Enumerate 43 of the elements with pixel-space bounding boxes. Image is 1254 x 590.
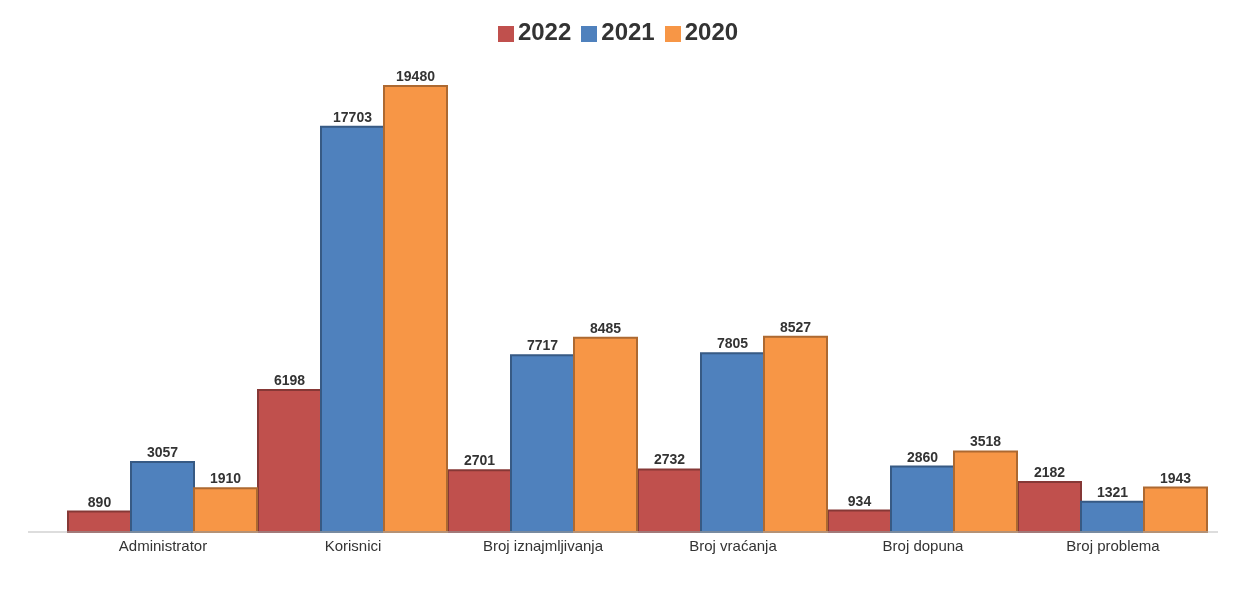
data-label: 3057 [146,444,179,461]
bar [447,469,512,533]
bar [193,487,258,533]
bar [1080,500,1145,533]
data-label: 7805 [716,335,749,352]
data-label: 8527 [779,318,812,335]
data-label: 1321 [1096,483,1129,500]
data-label: 6198 [273,372,306,389]
data-label: 2182 [1033,464,1066,481]
bar [130,461,195,533]
data-label: 1943 [1159,469,1192,486]
bar [953,450,1018,533]
bar [700,352,765,533]
bar [257,389,322,533]
x-tick-label: Broj vraćanja [689,536,778,554]
legend-label: 2022 [517,18,572,45]
data-label: 7717 [526,337,559,354]
bar [637,468,702,533]
bar [573,336,638,533]
data-label: 1910 [209,470,242,487]
data-label: 890 [87,493,112,510]
legend-label: 2020 [684,18,739,45]
bar [320,125,385,533]
data-label: 8485 [589,319,622,336]
data-label: 934 [847,492,872,509]
bar [1017,481,1082,533]
legend-label: 2021 [601,18,655,45]
bar [383,85,448,533]
bar [1143,486,1208,533]
x-tick-label: Broj problema [1066,536,1161,554]
bar [510,354,575,533]
data-label: 2701 [463,452,496,469]
bar [763,335,828,533]
bar [890,465,955,533]
data-label: 17703 [333,108,373,125]
data-label: 3518 [969,433,1002,450]
data-label: 19480 [396,68,436,84]
x-tick-label: Administrator [118,536,208,554]
x-tick-label: Broj iznajmljivanja [482,536,604,554]
x-tick-label: Korisnici [324,536,382,554]
x-tick-label: Broj dopuna [882,536,965,554]
data-label: 2732 [653,451,686,468]
data-label: 2860 [906,448,939,465]
